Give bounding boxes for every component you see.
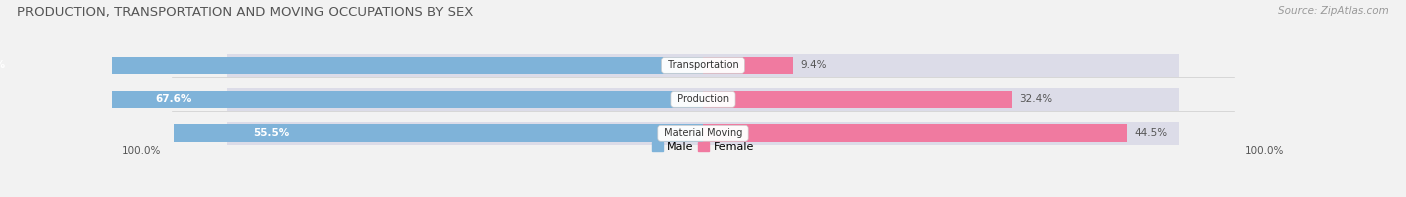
Bar	[0, 57, 703, 74]
Bar	[174, 125, 703, 142]
Text: 32.4%: 32.4%	[1019, 94, 1052, 104]
Bar	[703, 57, 793, 74]
Text: Transportation: Transportation	[665, 60, 741, 70]
Text: PRODUCTION, TRANSPORTATION AND MOVING OCCUPATIONS BY SEX: PRODUCTION, TRANSPORTATION AND MOVING OC…	[17, 6, 474, 19]
Text: Source: ZipAtlas.com: Source: ZipAtlas.com	[1278, 6, 1389, 16]
Legend: Male, Female: Male, Female	[647, 138, 759, 157]
Bar	[703, 91, 1011, 108]
Text: 90.6%: 90.6%	[0, 60, 6, 70]
Text: 9.4%: 9.4%	[800, 60, 827, 70]
Bar	[226, 88, 1180, 111]
Text: Material Moving: Material Moving	[661, 128, 745, 138]
Text: 100.0%: 100.0%	[1244, 146, 1284, 156]
Text: 67.6%: 67.6%	[156, 94, 193, 104]
Bar	[59, 91, 703, 108]
Text: Production: Production	[673, 94, 733, 104]
Bar	[226, 54, 1180, 77]
Bar	[226, 122, 1180, 145]
Text: 100.0%: 100.0%	[122, 146, 162, 156]
Text: 55.5%: 55.5%	[253, 128, 290, 138]
Text: 44.5%: 44.5%	[1135, 128, 1167, 138]
Bar	[703, 125, 1126, 142]
